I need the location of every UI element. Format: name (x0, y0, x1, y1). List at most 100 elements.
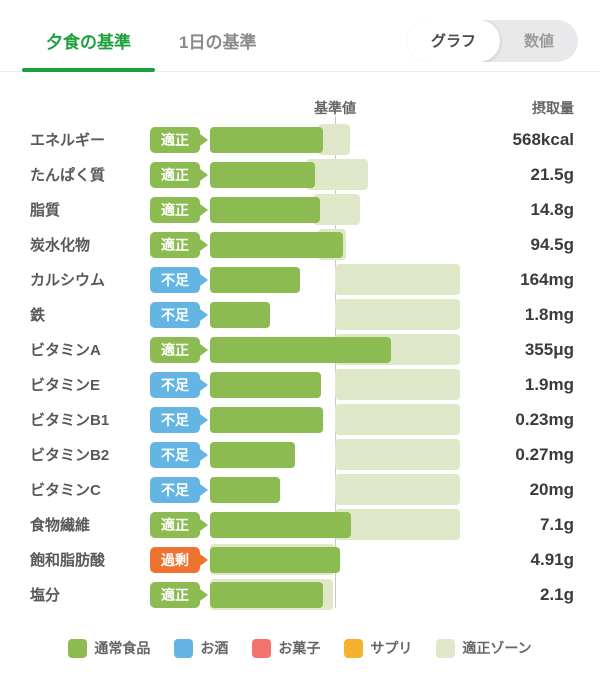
nutrient-chart: 基準値 摂取量 エネルギー 適正 568kcal たんぱく質 適正 21.5g 脂質 適正 14… (0, 72, 600, 612)
status-badge-arrow-icon (200, 518, 208, 531)
legend-item: 通常食品 (68, 638, 150, 658)
intake-value: 7.1g (539, 514, 574, 534)
status-badge-arrow-icon (200, 308, 208, 321)
intake-bar (210, 547, 340, 573)
intake-value: 20mg (529, 479, 574, 499)
status-badge: 適正 (150, 196, 208, 223)
nutrient-row: 食物繊維 適正 7.1g (30, 507, 574, 542)
status-badge-arrow-icon (200, 413, 208, 426)
status-badge: 不足 (150, 406, 208, 433)
nutrient-label: 鉄 (30, 307, 46, 324)
intake-value: 0.27mg (515, 444, 574, 464)
intake-bar (210, 512, 351, 538)
top-bar: 夕食の基準 1日の基準 グラフ 数値 (0, 0, 600, 72)
intake-bar (210, 162, 315, 188)
bar-track (210, 367, 460, 402)
bar-track (210, 192, 460, 227)
status-badge: 適正 (150, 336, 208, 363)
intake-value: 4.91g (530, 549, 574, 569)
intake-value: 568kcal (512, 129, 574, 149)
view-mode-toggle: グラフ 数値 (406, 19, 578, 62)
legend-swatch (174, 638, 194, 658)
legend-label: 適正ゾーン (462, 640, 532, 656)
status-badge-arrow-icon (200, 238, 208, 251)
nutrient-row: 塩分 適正 2.1g (30, 577, 574, 612)
intake-value: 2.1g (539, 584, 574, 604)
nutrient-label: ビタミンB1 (30, 412, 110, 429)
intake-value: 94.5g (530, 234, 574, 254)
bar-track (210, 507, 460, 542)
status-badge: 適正 (150, 126, 208, 153)
tabs: 夕食の基準 1日の基準 (22, 10, 280, 72)
nutrient-label: ビタミンA (30, 342, 101, 359)
optimal-zone-band (306, 159, 368, 190)
intake-amount-header: 摂取量 (532, 100, 574, 116)
legend-label: お菓子 (278, 640, 321, 656)
legend-item: お菓子 (252, 638, 320, 658)
status-badge: 不足 (150, 371, 208, 398)
optimal-zone-band (335, 509, 460, 540)
toggle-numeric-option[interactable]: 数値 (523, 33, 554, 50)
optimal-zone-band (318, 124, 350, 155)
nutrient-row: エネルギー 適正 568kcal (30, 122, 574, 157)
nutrient-row: 鉄 不足 1.8mg (30, 297, 574, 332)
status-badge: 適正 (150, 161, 208, 188)
nutrient-row: カルシウム 不足 164mg (30, 262, 574, 297)
optimal-zone-band (335, 404, 460, 435)
nutrient-rows: エネルギー 適正 568kcal たんぱく質 適正 21.5g 脂質 適正 14.8g 炭水化物適… (30, 116, 574, 612)
status-badge: 不足 (150, 301, 208, 328)
tab-dinner-standard[interactable]: 夕食の基準 (22, 10, 155, 72)
status-badge: 適正 (150, 231, 208, 258)
status-badge-arrow-icon (200, 588, 208, 601)
legend-item: お酒 (174, 638, 228, 658)
nutrient-row: ビタミンC 不足 20mg (30, 472, 574, 507)
legend-swatch (252, 638, 272, 658)
nutrient-label: 食物繊維 (30, 517, 91, 534)
intake-bar (210, 337, 391, 363)
intake-value: 0.23mg (515, 409, 574, 429)
status-badge-arrow-icon (200, 168, 208, 181)
bar-track (210, 297, 460, 332)
optimal-zone-band (335, 369, 460, 400)
nutrient-label: 脂質 (30, 202, 61, 219)
legend-swatch (436, 638, 456, 658)
bar-track (210, 577, 460, 612)
bar-track (210, 542, 460, 577)
tab-daily-standard[interactable]: 1日の基準 (179, 33, 257, 52)
status-badge-arrow-icon (200, 448, 208, 461)
nutrient-row: ビタミンA 適正 355μg (30, 332, 574, 367)
intake-bar (210, 407, 323, 433)
intake-bar (210, 582, 323, 608)
bar-track (210, 437, 460, 472)
legend-label: サプリ (370, 640, 413, 656)
nutrient-label: エネルギー (30, 132, 106, 149)
status-badge: 過剰 (150, 546, 208, 573)
nutrient-row: ビタミンB2 不足 0.27mg (30, 437, 574, 472)
intake-bar (210, 477, 280, 503)
legend-swatch (344, 638, 364, 658)
optimal-zone-band (313, 194, 360, 225)
nutrient-row: 脂質 適正 14.8g (30, 192, 574, 227)
intake-bar (210, 127, 323, 153)
status-badge: 不足 (150, 441, 208, 468)
status-badge: 適正 (150, 511, 208, 538)
legend-swatch (68, 638, 88, 658)
nutrient-label: たんぱく質 (30, 167, 106, 184)
status-badge-arrow-icon (200, 273, 208, 286)
nutrient-row: たんぱく質 適正 21.5g (30, 157, 574, 192)
status-badge: 不足 (150, 266, 208, 293)
intake-bar (210, 372, 321, 398)
nutrient-row: 炭水化物 適正 94.5g (30, 227, 574, 262)
standard-value-header: 基準値 (314, 100, 356, 116)
intake-value: 14.8g (530, 199, 574, 219)
status-badge-arrow-icon (200, 378, 208, 391)
toggle-graph-option[interactable]: グラフ (406, 19, 500, 62)
status-badge-arrow-icon (200, 203, 208, 216)
nutrient-label: 飽和脂肪酸 (30, 552, 106, 569)
status-badge: 不足 (150, 476, 208, 503)
intake-value: 1.8mg (524, 304, 574, 324)
chart-header: 基準値 摂取量 (30, 96, 574, 122)
nutrient-label: カルシウム (30, 272, 106, 289)
intake-bar (210, 267, 300, 293)
bar-track (210, 227, 460, 262)
